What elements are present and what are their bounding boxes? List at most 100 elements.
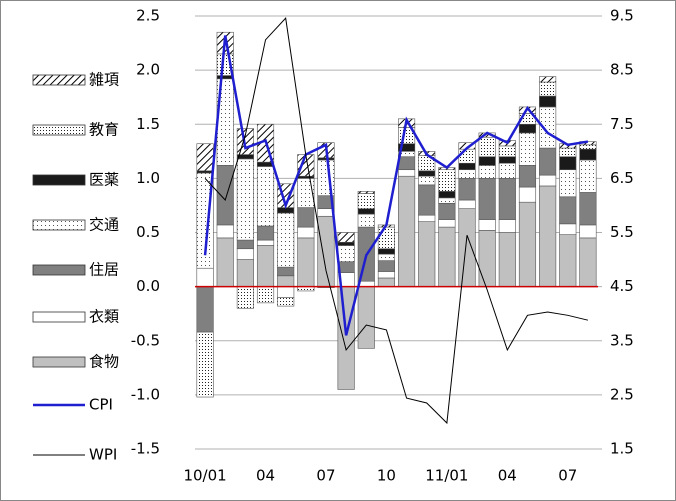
bar-segment [256, 239, 275, 246]
bar-segment [539, 81, 557, 97]
line-series [203, 35, 589, 336]
bar-segment [256, 245, 275, 287]
x-tick-label: 04 [498, 467, 517, 485]
bar-segment [518, 123, 537, 134]
bar-segment [337, 286, 355, 390]
bar-segment [438, 197, 456, 204]
bar-segment [579, 237, 597, 287]
bar-segment [196, 331, 214, 398]
bar-segment [498, 178, 516, 220]
bar-segment [196, 267, 214, 287]
legend-label: 住居 [89, 261, 119, 279]
bar-segment [438, 202, 456, 220]
y2-tick-label: 5.5 [610, 223, 634, 241]
bar-segment [478, 219, 496, 231]
legend-swatch [32, 311, 86, 323]
bar-segment [377, 271, 395, 279]
legend-swatch [32, 219, 86, 231]
y2-tick-label: 3.5 [610, 331, 634, 349]
bar-segment [438, 169, 456, 192]
bar-segment [518, 132, 537, 166]
bar-segment [377, 253, 395, 261]
bar-segment [518, 165, 537, 188]
legend-label: 食物 [89, 353, 119, 371]
bar-segment [418, 175, 436, 186]
bar-segment [337, 232, 355, 243]
y2-tick-label: 8.5 [610, 61, 634, 79]
bar-segment [418, 221, 436, 287]
bar-segment [478, 178, 496, 220]
bar-segment [317, 157, 335, 161]
y2-tick-label: 7.5 [610, 115, 634, 133]
bar-segment [357, 193, 375, 209]
y2-tick-label: 6.5 [610, 169, 634, 187]
legend-swatch [32, 124, 86, 136]
legend-swatch [32, 74, 86, 86]
x-tick-label: 10/01 [183, 467, 226, 485]
bar-segment [458, 148, 476, 164]
x-tick-label: 07 [316, 467, 335, 485]
x-tick-label: 04 [256, 467, 275, 485]
bar-segment [559, 223, 577, 235]
bar-segment [357, 191, 375, 194]
y-tick-label: 2.0 [136, 61, 160, 79]
bar-segment [559, 234, 577, 287]
bar-segment [277, 212, 295, 268]
bar-segment [539, 147, 557, 176]
y-tick-label: 2.5 [136, 7, 160, 25]
bar-segment [236, 158, 254, 241]
bar-segment [277, 286, 295, 298]
bar-segment [458, 162, 476, 171]
legend-label: 雑項 [89, 71, 119, 89]
bar-segment [277, 275, 295, 287]
bar-segment [478, 230, 496, 287]
bar-segment [196, 170, 214, 174]
bar-segment [216, 75, 234, 80]
x-tick-label: 10 [377, 467, 396, 485]
y-tick-label: -1.0 [131, 385, 160, 403]
bar-segment [478, 156, 496, 166]
bar-segment [458, 199, 476, 209]
bar-segment [438, 226, 456, 287]
legend-label: WPI [89, 446, 117, 464]
bar-segment [438, 219, 456, 228]
legend-label: 交通 [89, 216, 119, 234]
bar-segment [458, 208, 476, 287]
y-tick-label: 1.0 [136, 169, 160, 187]
bar-segment [398, 169, 416, 177]
bar-segment [559, 156, 577, 171]
bar-segment [579, 148, 597, 161]
bar-segment [357, 208, 375, 215]
bar-segment [418, 184, 436, 216]
bar-segment [559, 169, 577, 198]
bar-segment [539, 185, 557, 287]
bar-segment [438, 191, 456, 199]
bar-segment [498, 219, 516, 233]
bar-segment [539, 95, 557, 108]
bar-segment [297, 178, 315, 208]
y-tick-label: 0.0 [136, 277, 160, 295]
bar-segment [256, 166, 275, 227]
bar-segment [317, 215, 335, 287]
bar-segment [277, 297, 295, 307]
y-tick-label: -0.5 [131, 331, 160, 349]
legend-swatch [32, 174, 86, 186]
y2-tick-label: 1.5 [610, 440, 634, 458]
legend-label: CPI [89, 396, 113, 414]
bar-segment [539, 76, 557, 83]
bar-segment [377, 248, 395, 255]
bar-segment [539, 174, 557, 187]
bar-segment [559, 147, 577, 158]
bar-segment [196, 286, 214, 333]
y2-tick-label: 4.5 [610, 277, 634, 295]
bar-segment [297, 175, 315, 179]
legend-label: 衣類 [89, 308, 119, 326]
bar-segment [196, 143, 214, 172]
bar-segment [357, 286, 375, 349]
bar-segment [398, 156, 416, 171]
bar-segment [277, 266, 295, 277]
bar-segment [256, 225, 275, 241]
bar-segment [498, 162, 516, 179]
bar-segment [216, 237, 234, 287]
